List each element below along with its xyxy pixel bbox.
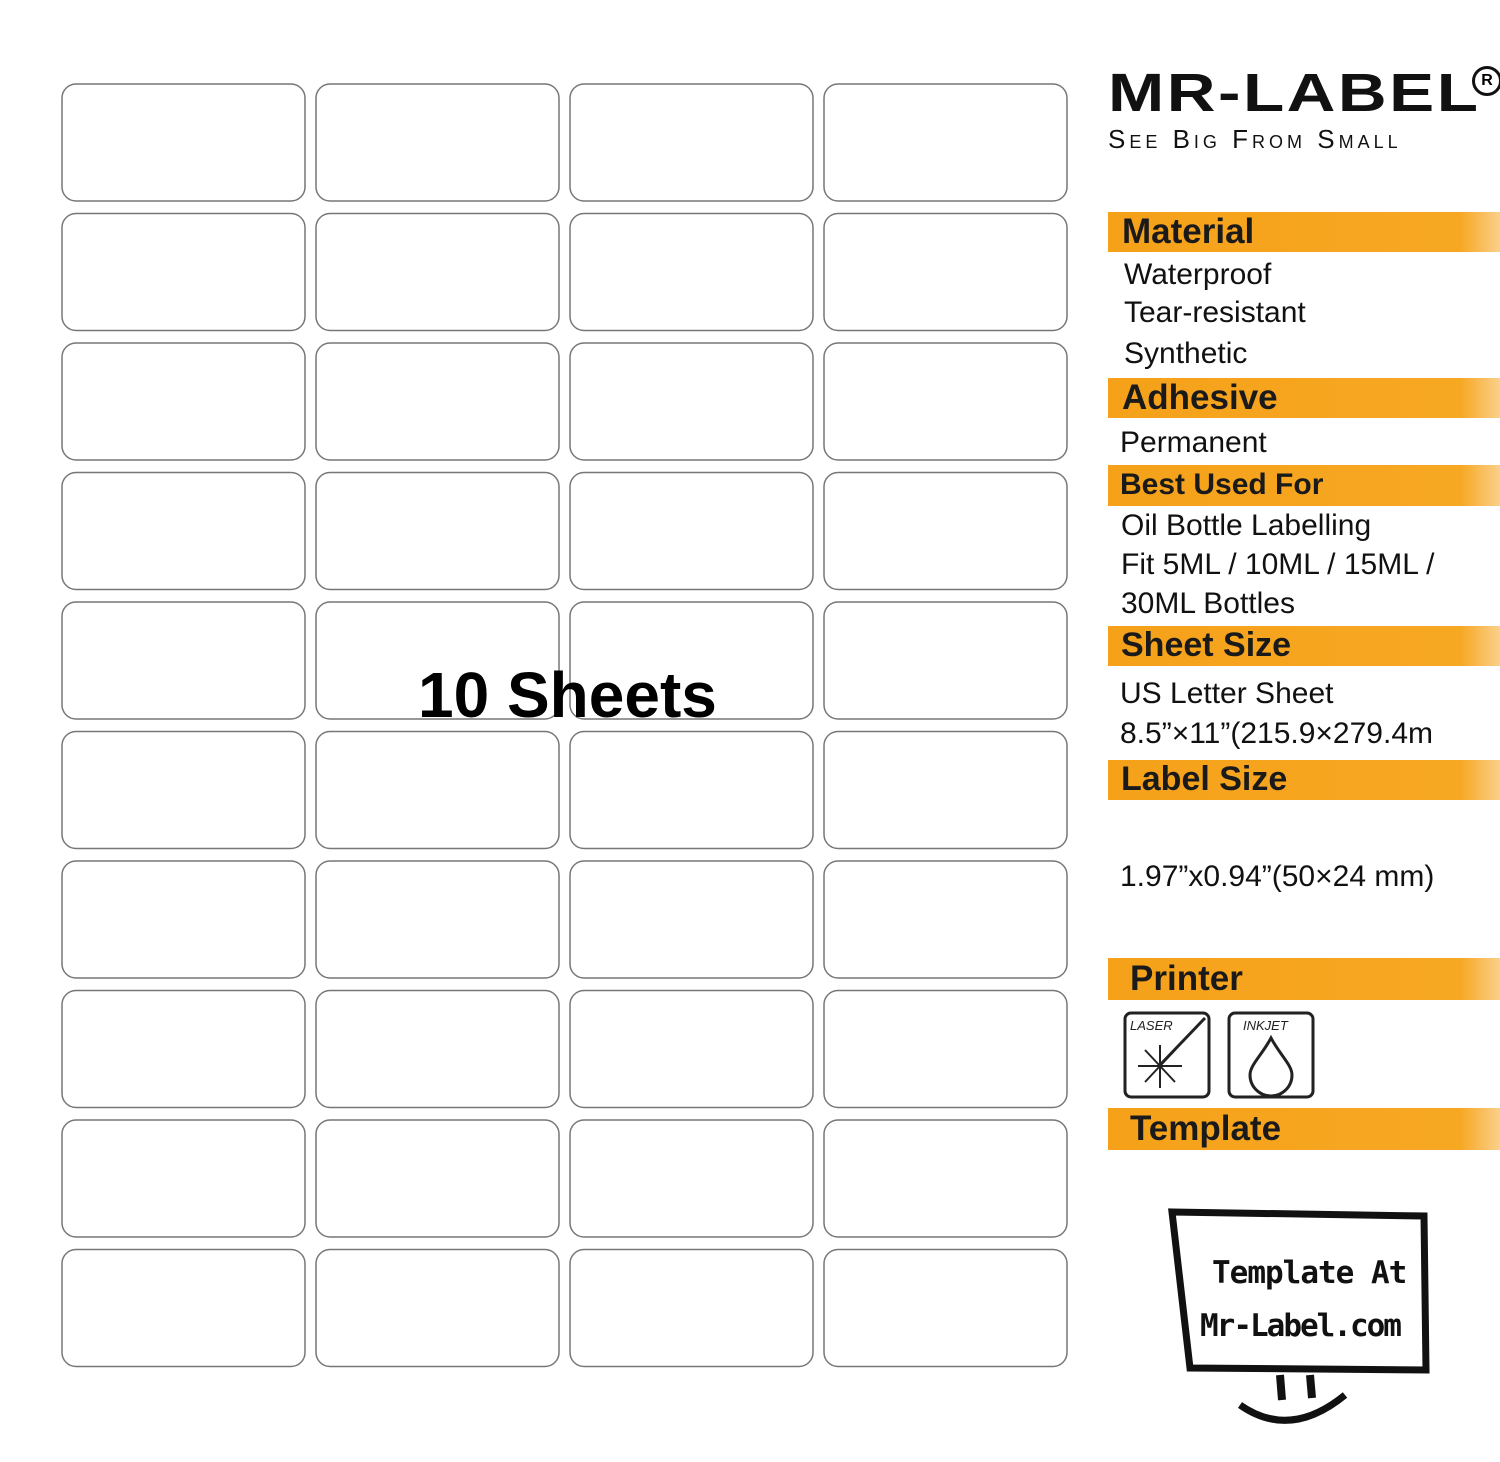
label-blank	[569, 471, 814, 591]
label-blank	[823, 730, 1068, 850]
label-blank	[315, 989, 560, 1109]
section-bar	[1108, 958, 1500, 1000]
label-blank	[823, 860, 1068, 979]
section-bar	[1108, 212, 1500, 252]
section-line: Waterproof	[1124, 258, 1272, 291]
label-blank	[569, 989, 814, 1109]
section-bar	[1108, 760, 1500, 800]
label-blank	[569, 342, 814, 461]
section-title: Best Used For	[1120, 468, 1324, 502]
section-line: 30ML Bottles	[1121, 587, 1295, 620]
label-blank	[315, 212, 560, 332]
label-blank	[823, 342, 1068, 461]
label-blank	[823, 1248, 1068, 1368]
label-sheet	[61, 83, 1068, 1368]
section-title: Template	[1130, 1108, 1282, 1148]
label-blank	[823, 601, 1068, 720]
label-blank	[61, 860, 306, 979]
label-blank	[823, 471, 1068, 591]
label-blank	[61, 471, 306, 591]
label-blank	[569, 601, 814, 720]
label-blank	[315, 471, 560, 591]
label-blank	[315, 83, 560, 202]
section-line: Synthetic	[1124, 337, 1248, 370]
label-blank	[569, 1119, 814, 1238]
laser-label: LASER	[1130, 1018, 1173, 1033]
label-blank	[315, 601, 560, 720]
template-url: Mr-Label.com	[1200, 1308, 1402, 1344]
inkjet-label: INKJET	[1243, 1018, 1288, 1033]
section-title: Label Size	[1121, 760, 1288, 799]
ink-drop	[1248, 1034, 1294, 1098]
label-blank	[823, 1119, 1068, 1238]
section-line: 1.97”x0.94”(50×24 mm)	[1120, 860, 1435, 893]
label-blank	[823, 83, 1068, 202]
label-blank	[61, 989, 306, 1109]
section-title: Sheet Size	[1121, 626, 1292, 665]
brand-tagline: See Big From Small	[1108, 124, 1402, 154]
section-line: US Letter Sheet	[1120, 677, 1334, 710]
label-blank	[61, 730, 306, 850]
monitor	[1168, 1208, 1430, 1374]
section-line: 8.5”×11”(215.9×279.4m	[1120, 717, 1433, 750]
section-bar	[1108, 1108, 1500, 1150]
monitor-base	[1237, 1392, 1348, 1424]
registered-mark: R	[1472, 66, 1500, 96]
section-line: Oil Bottle Labelling	[1121, 509, 1372, 542]
monitor-stand	[1276, 1374, 1286, 1401]
label-blank	[61, 601, 306, 720]
label-blank	[61, 83, 306, 202]
label-blank	[61, 342, 306, 461]
label-blank	[315, 860, 560, 979]
section-bar	[1108, 626, 1500, 666]
label-blank	[315, 730, 560, 850]
section-bar	[1108, 378, 1500, 418]
label-blank	[569, 212, 814, 332]
overlay-text: 10 Sheets	[418, 659, 717, 731]
label-blank	[315, 1248, 560, 1368]
monitor-stand	[1306, 1374, 1316, 1399]
label-blank	[61, 1248, 306, 1368]
label-blank	[823, 212, 1068, 332]
label-blank	[61, 1119, 306, 1238]
template-line: Template At	[1212, 1255, 1407, 1291]
brand-name: MR-LABEL	[1108, 63, 1481, 123]
label-blank	[61, 212, 306, 332]
label-blank	[823, 989, 1068, 1109]
section-line: Permanent	[1120, 426, 1267, 459]
section-title: Adhesive	[1122, 377, 1278, 417]
label-blank	[569, 730, 814, 850]
section-line: Tear-resistant	[1124, 296, 1306, 329]
section-bar	[1108, 465, 1500, 506]
section-title: Printer	[1130, 958, 1243, 998]
label-blank	[315, 1119, 560, 1238]
section-title: Material	[1122, 211, 1255, 251]
label-blank	[569, 860, 814, 979]
label-blank	[315, 342, 560, 461]
label-blank	[569, 83, 814, 202]
section-line: Fit 5ML / 10ML / 15ML /	[1121, 548, 1435, 581]
label-blank	[569, 1248, 814, 1368]
